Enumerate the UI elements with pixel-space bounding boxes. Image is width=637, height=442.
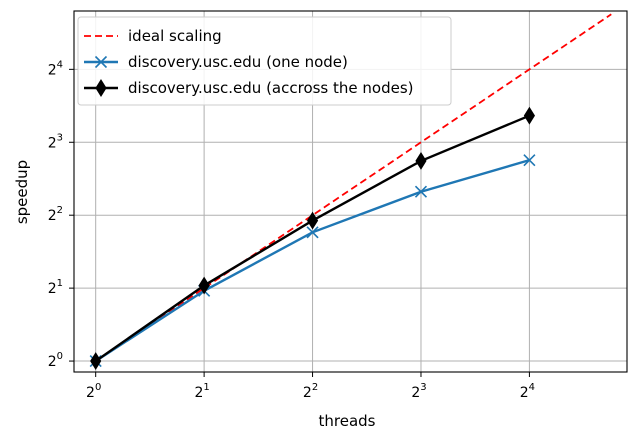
data-point [523,154,536,167]
plot-area [89,13,612,371]
x-tick-label: 23 [411,382,426,401]
data-point [198,276,210,295]
x-tick-label: 21 [194,382,209,401]
legend-label: discovery.usc.edu (accross the nodes) [128,79,414,97]
x-tick-label: 20 [86,382,101,401]
y-tick-label: 23 [48,132,63,151]
data-point [306,211,319,230]
series-2 [90,106,536,371]
legend-box [77,16,452,106]
series-line [95,13,612,362]
y-tick-label: 20 [48,351,63,370]
data-point [523,106,536,125]
legend-marker [95,79,107,97]
y-axis-label: speedup [13,160,31,224]
x-tick-label: 22 [303,382,318,401]
data-point [306,226,319,239]
series-0 [95,13,612,362]
axes-frame [73,10,628,373]
legend-label: discovery.usc.edu (one node) [128,53,348,71]
legend-marker [94,55,108,69]
data-point [90,352,102,371]
y-tick-label: 24 [48,59,63,78]
legend-entry: discovery.usc.edu (one node) [84,53,348,71]
data-point [415,151,427,170]
y-tick-label: 22 [48,205,63,224]
legend-entry: discovery.usc.edu (accross the nodes) [84,79,414,97]
x-tick-label: 24 [520,382,535,401]
legend-label: ideal scaling [128,27,222,45]
y-tick-label: 21 [48,278,63,297]
data-point [414,185,428,198]
ticks: 20 21 22 23 24 20 21 22 23 24 [48,59,535,401]
x-axis-label: threads [319,412,376,430]
legend-entry: ideal scaling [84,27,222,45]
legend: ideal scaling discovery.usc.edu (one node… [77,16,452,106]
